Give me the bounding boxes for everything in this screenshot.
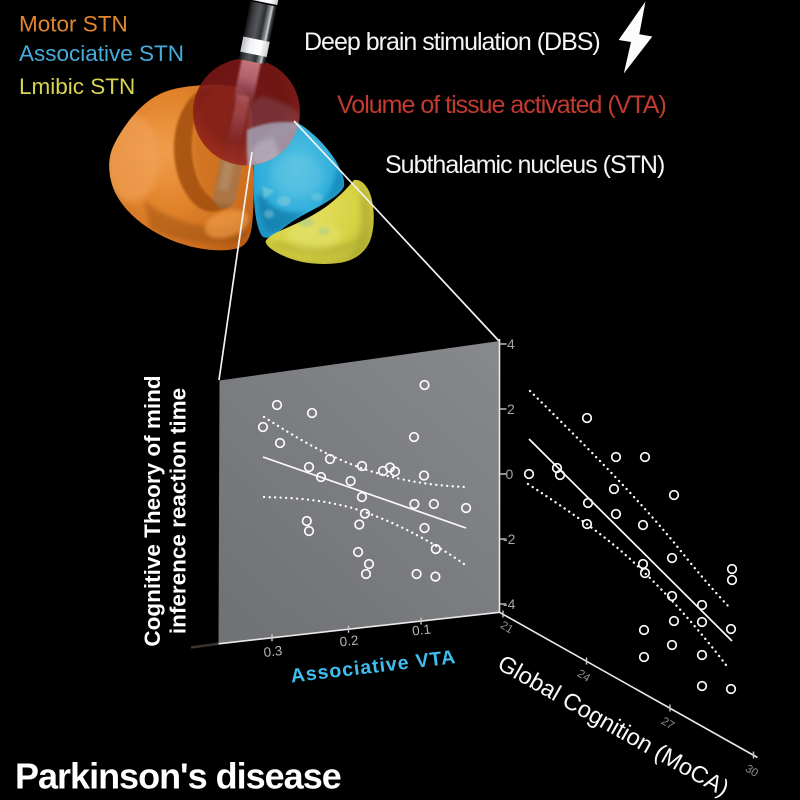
svg-text:Subthalamic nucleus (STN): Subthalamic nucleus (STN) [385, 151, 664, 179]
svg-text:Cognitive Theory of mind: Cognitive Theory of mind [140, 375, 165, 646]
svg-text:Parkinson's disease: Parkinson's disease [15, 756, 341, 797]
svg-text:Lmibic STN: Lmibic STN [19, 74, 135, 99]
svg-text:Deep brain stimulation (DBS): Deep brain stimulation (DBS) [304, 28, 600, 56]
svg-text:4: 4 [507, 336, 515, 352]
svg-text:2: 2 [507, 401, 515, 417]
svg-text:0.3: 0.3 [263, 643, 283, 660]
svg-text:0.1: 0.1 [411, 622, 431, 639]
svg-text:Motor STN: Motor STN [19, 12, 128, 37]
svg-text:30: 30 [743, 763, 760, 780]
svg-text:0.2: 0.2 [339, 633, 359, 650]
svg-text:-2: -2 [503, 531, 516, 547]
svg-text:0: 0 [506, 466, 514, 482]
svg-text:21: 21 [498, 619, 515, 636]
svg-text:27: 27 [659, 715, 676, 732]
svg-text:Volume of tissue activated (VT: Volume of tissue activated (VTA) [337, 91, 666, 119]
svg-text:Associative STN: Associative STN [19, 41, 184, 66]
svg-text:-4: -4 [503, 596, 516, 612]
svg-text:inference reaction time: inference reaction time [166, 388, 191, 634]
